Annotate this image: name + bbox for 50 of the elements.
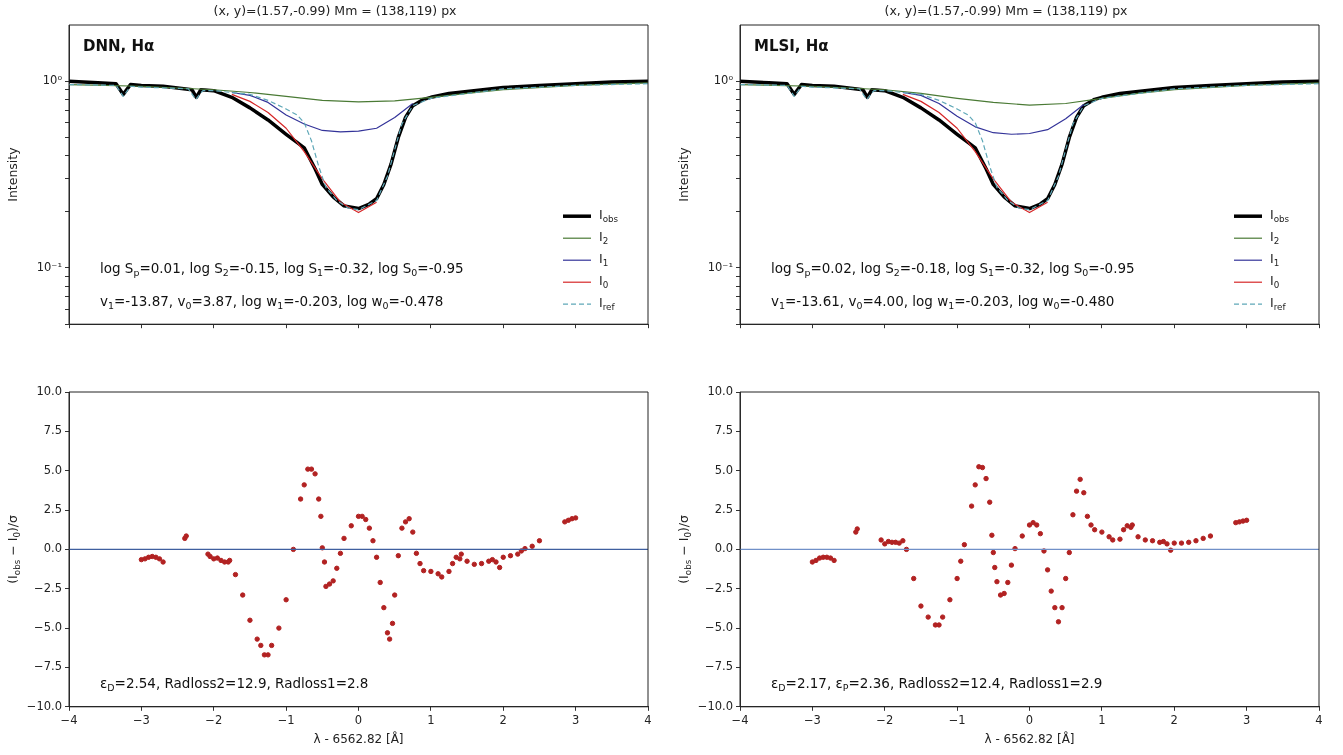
y-tick-label: 10⁰	[42, 73, 63, 88]
x-tick-label: −4	[731, 712, 749, 727]
y-axis-title: Intensity	[5, 146, 21, 202]
y-tick-label: 2.5	[43, 502, 62, 517]
x-tick-label: 2	[1170, 712, 1178, 727]
x-tick-label: 0	[354, 712, 363, 727]
y-tick-label: 7.5	[714, 423, 733, 438]
x-tick-label: −2	[876, 712, 894, 727]
x-tick-label: 4	[1315, 712, 1323, 727]
y-axis-title: (Iobs − I0)/σ	[5, 514, 23, 584]
x-tick-label: 3	[571, 712, 580, 727]
x-tick-label: 4	[644, 712, 652, 727]
x-axis-title: λ - 6562.82 [Å]	[313, 730, 404, 746]
x-tick-label: 1	[427, 712, 435, 727]
y-tick-label: 5.0	[43, 462, 62, 477]
y-tick-label: −5.0	[34, 620, 62, 635]
x-tick-label: −2	[205, 712, 223, 727]
x-tick-label: 2	[499, 712, 507, 727]
y-tick-label: 2.5	[714, 502, 733, 517]
x-axis-title: λ - 6562.82 [Å]	[984, 730, 1075, 746]
y-tick-label: −2.5	[34, 580, 62, 595]
x-tick-label: −1	[277, 712, 295, 727]
x-tick-label: 1	[1098, 712, 1106, 727]
x-tick-label: −4	[60, 712, 78, 727]
y-tick-label: −10.0	[697, 698, 733, 713]
y-tick-label: −7.5	[34, 659, 62, 674]
x-tick-label: −3	[132, 712, 150, 727]
y-tick-label: 0.0	[43, 541, 62, 556]
chart-title: (x, y)=(1.57,-0.99) Mm = (138,119) px	[884, 2, 1128, 18]
y-tick-label: 5.0	[714, 462, 733, 477]
y-axis-title: (Iobs − I0)/σ	[676, 514, 694, 584]
chart-title: (x, y)=(1.57,-0.99) Mm = (138,119) px	[213, 2, 457, 18]
y-tick-label: 10.0	[707, 383, 733, 398]
y-tick-label: −2.5	[705, 580, 733, 595]
x-tick-label: −1	[948, 712, 966, 727]
y-tick-label: 10⁰	[713, 73, 734, 88]
y-tick-label: 10.0	[36, 383, 62, 398]
y-tick-label: −10.0	[26, 698, 62, 713]
y-axis-title: Intensity	[676, 146, 692, 202]
x-tick-label: 3	[1242, 712, 1251, 727]
y-tick-label: 10⁻¹	[707, 259, 733, 274]
y-tick-label: 10⁻¹	[36, 259, 62, 274]
y-tick-label: 0.0	[714, 541, 733, 556]
y-tick-label: 7.5	[43, 423, 62, 438]
text: MLSI, Hα	[754, 36, 829, 55]
text: DNN, Hα	[83, 36, 155, 55]
y-tick-label: −7.5	[705, 659, 733, 674]
x-tick-label: 0	[1025, 712, 1034, 727]
x-tick-label: −3	[803, 712, 821, 727]
y-tick-label: −5.0	[705, 620, 733, 635]
